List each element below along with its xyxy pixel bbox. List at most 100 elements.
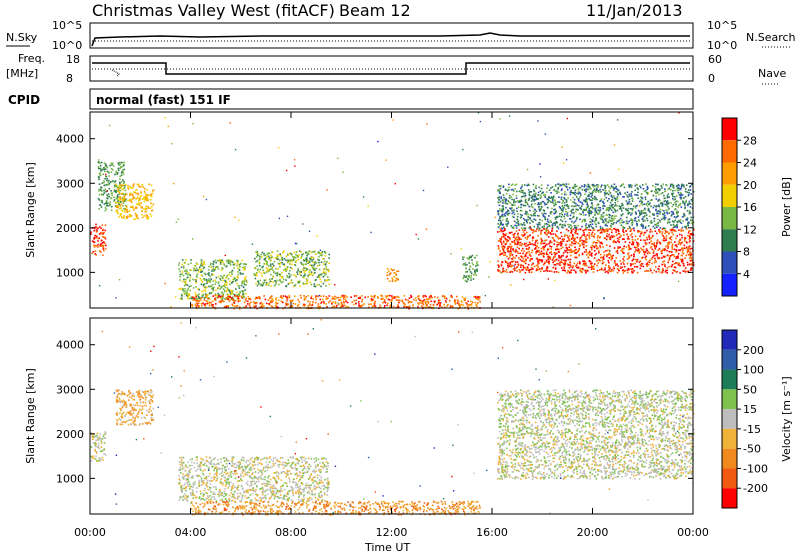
data-cell — [664, 271, 667, 273]
data-cell — [122, 179, 124, 181]
data-cell — [135, 214, 137, 217]
data-cell — [642, 225, 645, 228]
data-cell — [582, 260, 584, 263]
data-cell — [146, 216, 148, 219]
data-cell — [529, 222, 531, 224]
data-cell — [389, 272, 392, 274]
data-cell — [648, 209, 650, 212]
data-cell — [582, 230, 585, 232]
data-cell — [686, 250, 689, 253]
data-cell — [113, 181, 116, 184]
data-cell — [318, 307, 320, 310]
data-cell — [537, 225, 539, 228]
data-cell — [541, 229, 544, 232]
data-cell — [617, 246, 620, 248]
data-cell — [613, 189, 615, 191]
data-cell — [555, 203, 557, 206]
data-cell — [661, 209, 664, 212]
data-cell — [206, 300, 209, 303]
data-cell — [99, 174, 102, 176]
data-cell — [565, 199, 568, 201]
data-cell — [644, 239, 646, 242]
data-cell — [410, 294, 412, 297]
data-cell — [673, 263, 676, 265]
data-cell — [640, 247, 642, 250]
data-cell — [225, 259, 228, 262]
data-cell — [576, 192, 578, 195]
data-cell — [106, 194, 108, 196]
data-cell — [303, 271, 305, 273]
data-cell — [562, 240, 565, 242]
data-cell — [568, 238, 570, 240]
data-cell — [226, 281, 228, 283]
data-cell — [445, 301, 447, 303]
data-cell — [673, 216, 676, 218]
data-cell — [654, 254, 656, 257]
data-cell — [536, 214, 539, 217]
data-cell — [642, 209, 645, 211]
data-cell — [591, 211, 593, 214]
data-cell — [588, 252, 590, 254]
data-cell — [248, 298, 250, 300]
data-cell — [221, 298, 223, 301]
data-cell — [504, 237, 506, 240]
data-cell — [549, 240, 552, 242]
data-cell — [520, 203, 522, 206]
data-cell — [104, 242, 106, 245]
data-cell — [217, 295, 220, 297]
data-cell — [395, 296, 397, 298]
data-cell — [559, 257, 562, 259]
data-cell — [588, 260, 591, 262]
data-cell — [587, 270, 589, 272]
data-cell — [628, 245, 630, 248]
data-cell — [306, 269, 308, 271]
data-cell — [272, 269, 274, 271]
data-cell — [606, 270, 608, 273]
data-cell — [408, 305, 411, 307]
data-cell — [666, 266, 669, 269]
data-cell — [212, 287, 214, 289]
data-cell — [608, 190, 610, 192]
data-cell — [186, 291, 188, 294]
data-cell — [121, 188, 124, 190]
data-cell — [214, 293, 217, 295]
data-cell — [464, 264, 467, 266]
data-cell — [132, 185, 135, 188]
data-cell — [690, 220, 693, 222]
data-cell — [615, 234, 618, 236]
data-cell — [205, 300, 208, 302]
data-cell — [229, 262, 231, 265]
data-cell — [523, 267, 525, 269]
data-cell — [117, 204, 119, 207]
data-cell — [578, 191, 581, 194]
data-cell — [307, 253, 310, 255]
data-cell — [642, 188, 645, 190]
data-cell — [512, 256, 515, 258]
data-cell — [132, 195, 134, 198]
data-cell — [125, 193, 128, 196]
data-cell — [574, 183, 576, 186]
data-cell — [115, 172, 117, 174]
data-cell — [534, 242, 537, 244]
data-cell — [529, 255, 532, 257]
data-cell — [668, 258, 671, 260]
data-cell — [668, 237, 671, 239]
data-cell — [121, 192, 124, 195]
data-cell — [181, 298, 183, 301]
data-cell — [306, 260, 308, 263]
data-cell — [299, 285, 301, 287]
data-cell — [607, 254, 609, 256]
data-cell — [475, 297, 477, 299]
data-cell — [100, 231, 102, 234]
data-cell — [558, 201, 561, 203]
data-cell — [556, 190, 558, 192]
data-cell — [315, 253, 317, 255]
data-cell — [205, 296, 208, 298]
data-cell — [674, 196, 676, 198]
data-cell — [199, 297, 201, 299]
data-cell — [228, 260, 230, 262]
data-cell — [687, 222, 689, 224]
data-cell — [212, 288, 214, 290]
data-cell — [120, 184, 122, 186]
data-cell — [640, 211, 643, 214]
